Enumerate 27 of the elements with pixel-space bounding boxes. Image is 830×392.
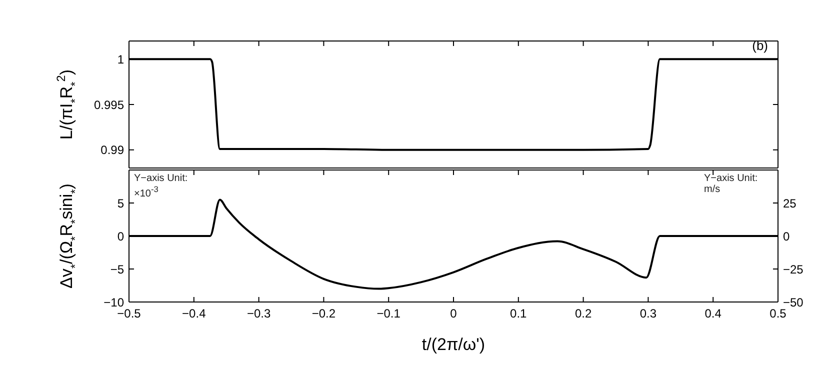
x-tick-label: 0.2	[574, 306, 592, 321]
x-tick-label: 0.5	[770, 306, 787, 321]
annotation: Y−axis Unit:	[704, 173, 758, 184]
y2-tick-label: 25	[783, 196, 797, 210]
y-tick-label: 5	[117, 196, 124, 210]
y-tick-label: 0	[117, 229, 124, 244]
x-axis-title: t/(2π/ω')	[422, 335, 486, 354]
y2-tick-label: −25	[783, 262, 804, 276]
x-tick-label: −0.4	[182, 306, 206, 321]
y2-tick-label: −50	[783, 295, 804, 310]
x-tick-label: 0	[450, 306, 458, 321]
annotation: Y−axis Unit:	[134, 173, 188, 184]
x-tick-label: −0.1	[376, 306, 401, 321]
y-tick-label: 1	[117, 52, 124, 66]
y-tick-label: 0.995	[94, 98, 124, 112]
x-tick-label: 0.1	[510, 306, 528, 321]
y-tick-label: 0.99	[100, 143, 124, 158]
x-tick-label: −0.3	[246, 306, 271, 321]
annotation: m/s	[704, 184, 722, 195]
annotation: ×10$^{-3}$	[134, 184, 160, 200]
y-tick-label: −5	[110, 262, 124, 276]
x-tick-label: 0.3	[640, 306, 657, 321]
y2-tick-label: 0	[783, 229, 790, 244]
x-tick-label: −0.5	[117, 306, 142, 321]
y-tick-label: −10	[104, 295, 124, 310]
x-tick-label: 0.4	[704, 306, 722, 321]
x-tick-label: −0.2	[312, 306, 336, 321]
